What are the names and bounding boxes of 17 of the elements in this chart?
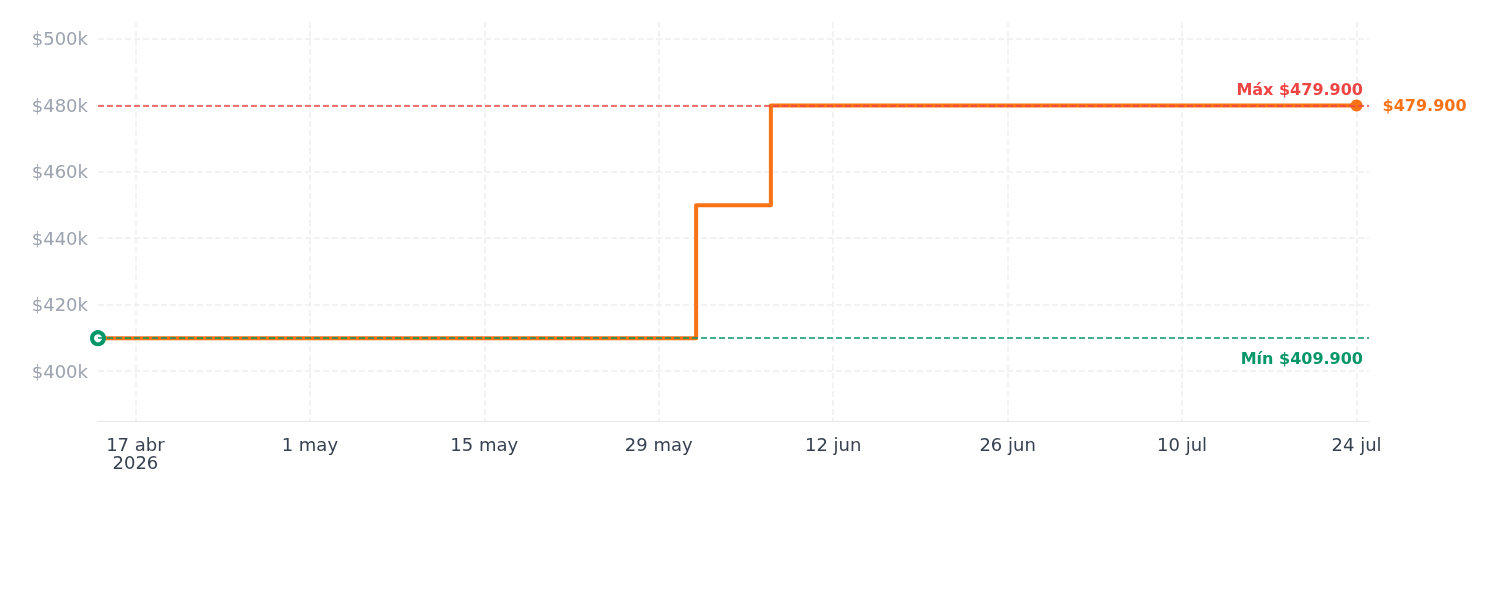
y-tick-label: $500k — [31, 28, 89, 50]
ref-line-label: Mín $409.900 — [1240, 348, 1363, 368]
ref-line-label: Máx $479.900 — [1236, 79, 1363, 99]
x-tick-label: 10 jul — [1157, 433, 1208, 455]
y-tick-label: $440k — [31, 227, 89, 249]
x-tick-label: 1 may — [281, 433, 339, 455]
x-tick-label: 12 jun — [804, 433, 862, 455]
y-tick-label: $460k — [31, 161, 89, 183]
x-tick-label: 29 may — [624, 433, 693, 455]
x-tick-label: 17 abr 2026 — [106, 433, 166, 473]
x-tick-label: 15 may — [450, 433, 519, 455]
annotation: $479.900 — [1382, 95, 1467, 115]
y-tick-label: $420k — [31, 294, 89, 316]
x-tick-label: 26 jun — [979, 433, 1036, 455]
y-tick-label: $400k — [31, 360, 89, 382]
x-tick-label: 24 jul — [1331, 433, 1382, 455]
y-tick-label: $480k — [31, 94, 89, 116]
